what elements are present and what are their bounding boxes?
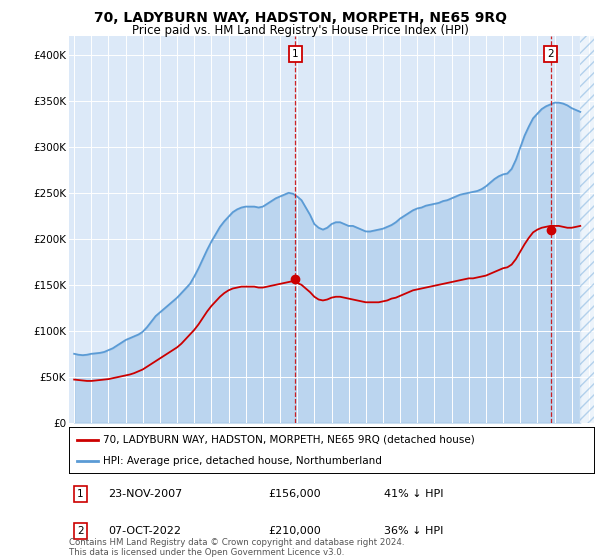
Text: 41% ↓ HPI: 41% ↓ HPI [384,489,443,499]
Text: £210,000: £210,000 [269,526,321,536]
Text: Contains HM Land Registry data © Crown copyright and database right 2024.
This d: Contains HM Land Registry data © Crown c… [69,538,404,557]
Text: 23-NOV-2007: 23-NOV-2007 [109,489,182,499]
Text: HPI: Average price, detached house, Northumberland: HPI: Average price, detached house, Nort… [103,456,382,466]
Bar [580,36,594,423]
Text: 07-OCT-2022: 07-OCT-2022 [109,526,181,536]
Text: 70, LADYBURN WAY, HADSTON, MORPETH, NE65 9RQ (detached house): 70, LADYBURN WAY, HADSTON, MORPETH, NE65… [103,435,475,445]
Text: 36% ↓ HPI: 36% ↓ HPI [384,526,443,536]
Bar [580,36,594,423]
Text: 2: 2 [77,526,84,536]
Text: 2: 2 [547,49,554,59]
Text: £156,000: £156,000 [269,489,321,499]
Text: Price paid vs. HM Land Registry's House Price Index (HPI): Price paid vs. HM Land Registry's House … [131,24,469,36]
Text: 1: 1 [77,489,84,499]
Text: 1: 1 [292,49,299,59]
Text: 70, LADYBURN WAY, HADSTON, MORPETH, NE65 9RQ: 70, LADYBURN WAY, HADSTON, MORPETH, NE65… [94,11,506,25]
